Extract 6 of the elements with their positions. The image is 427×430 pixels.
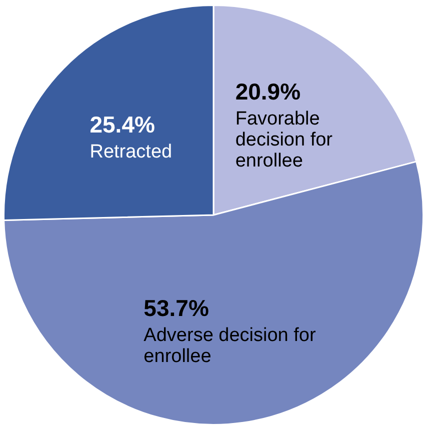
data-label: 53.7% [144,295,209,322]
slice-label: Retracted [90,141,172,162]
slice-label: Favorable decision for enrollee [235,108,334,172]
data-label: 20.9% [235,78,301,105]
slice-label: Adverse decision for enrollee [144,325,316,368]
data-label: 25.4% [90,111,155,138]
